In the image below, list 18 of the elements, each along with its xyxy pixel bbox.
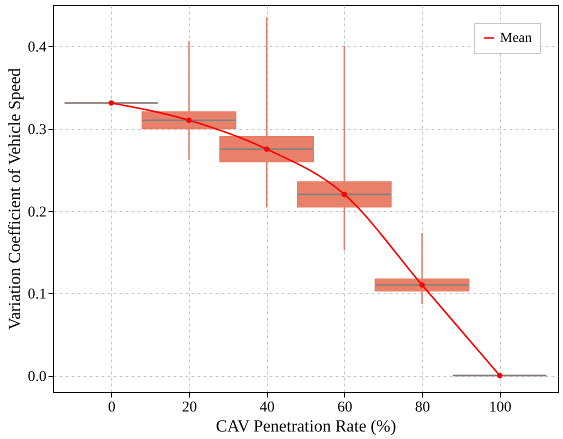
x-tick-label: 100 <box>488 400 512 416</box>
y-tick-label: 0.2 <box>28 204 46 220</box>
y-tick-label: 0.0 <box>28 369 46 386</box>
x-tick-label: 20 <box>182 400 197 416</box>
point <box>186 118 192 124</box>
y-tick-label: 0.3 <box>28 122 46 138</box>
y-axis-title: Variation Coefficient of Vehicle Speed <box>4 68 24 330</box>
x-tick-label: 60 <box>337 400 352 416</box>
point <box>342 192 348 198</box>
y-tick-label: 0.1 <box>28 286 46 303</box>
x-tick-label: 0 <box>108 400 116 416</box>
x-axis-title: CAV Penetration Rate (%) <box>216 416 396 436</box>
x-tick-label: 40 <box>260 400 275 416</box>
x-tick-label: 80 <box>415 400 430 416</box>
point <box>419 282 425 288</box>
point <box>264 146 270 152</box>
legend-label: Mean <box>500 31 532 46</box>
y-tick-label: 0.4 <box>28 40 47 56</box>
